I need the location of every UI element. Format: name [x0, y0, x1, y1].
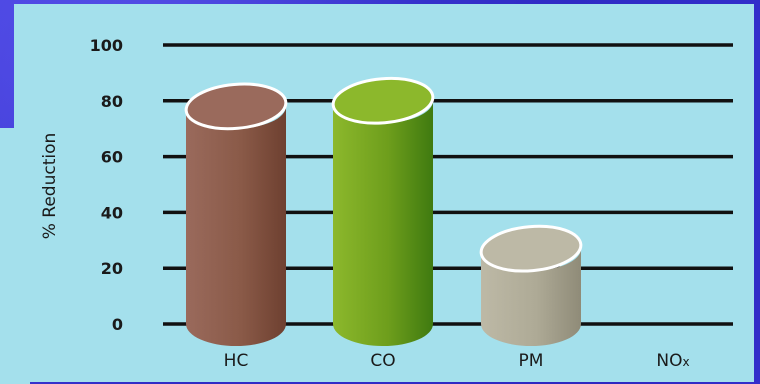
bar-body-hc: [186, 106, 286, 346]
x-tick-label-hc: HC: [224, 351, 249, 371]
bar-hc: [184, 82, 288, 346]
y-tick-label-100: 100: [90, 36, 123, 55]
bar-body-co: [333, 100, 433, 346]
y-tick-label-40: 40: [101, 203, 123, 222]
bar-top-hc: [184, 82, 288, 131]
x-tick-label-co: CO: [370, 351, 395, 371]
bar-pm: [479, 224, 583, 346]
bar-top-co: [331, 76, 435, 125]
x-tick-labels: HC CO PM NOx: [224, 351, 690, 371]
x-tick-label-pm: PM: [519, 351, 544, 371]
bars: [184, 76, 583, 346]
bar-top-pm: [479, 224, 583, 273]
y-tick-labels: 0 20 40 60 80 100: [90, 36, 123, 334]
y-tick-label-80: 80: [101, 92, 123, 111]
y-tick-label-20: 20: [101, 259, 123, 278]
y-tick-label-60: 60: [101, 148, 123, 167]
y-tick-label-0: 0: [112, 315, 123, 334]
x-tick-label-nox: NOx: [656, 351, 689, 371]
bar-co: [331, 76, 435, 346]
y-axis-label: % Reduction: [40, 133, 60, 240]
bar-body-pm: [481, 248, 581, 346]
